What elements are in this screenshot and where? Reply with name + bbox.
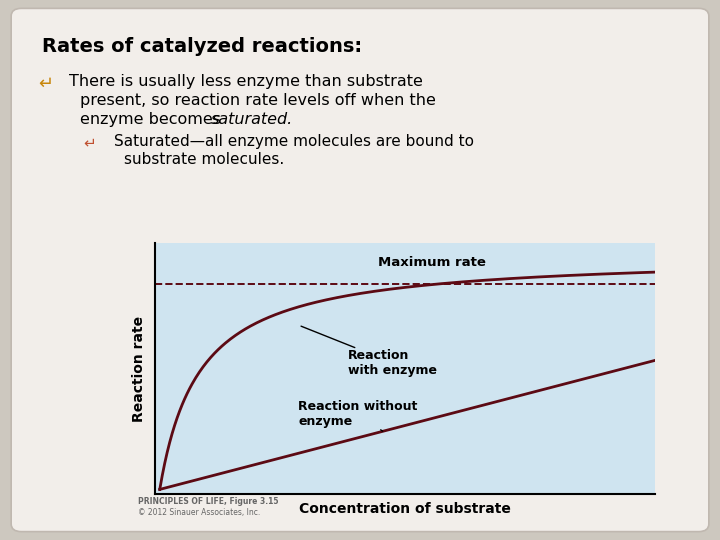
Text: Saturated—all enzyme molecules are bound to: Saturated—all enzyme molecules are bound…: [114, 133, 474, 148]
Text: PRINCIPLES OF LIFE, Figure 3.15: PRINCIPLES OF LIFE, Figure 3.15: [138, 497, 278, 506]
Y-axis label: Reaction rate: Reaction rate: [132, 315, 146, 422]
Text: saturated.: saturated.: [211, 112, 293, 127]
Text: present, so reaction rate levels off when the: present, so reaction rate levels off whe…: [79, 93, 436, 108]
Text: substrate molecules.: substrate molecules.: [124, 152, 284, 167]
Text: Rates of catalyzed reactions:: Rates of catalyzed reactions:: [42, 37, 362, 56]
Text: Reaction without
enzyme: Reaction without enzyme: [299, 400, 418, 431]
Text: ↵: ↵: [39, 75, 54, 93]
Text: © 2012 Sinauer Associates, Inc.: © 2012 Sinauer Associates, Inc.: [138, 508, 260, 517]
FancyBboxPatch shape: [12, 8, 708, 531]
Text: There is usually less enzyme than substrate: There is usually less enzyme than substr…: [69, 74, 423, 89]
X-axis label: Concentration of substrate: Concentration of substrate: [299, 502, 511, 516]
Text: Reaction
with enzyme: Reaction with enzyme: [301, 326, 437, 376]
Text: Maximum rate: Maximum rate: [378, 256, 486, 269]
Text: enzyme becomes: enzyme becomes: [79, 112, 225, 127]
Text: ↵: ↵: [83, 135, 96, 150]
